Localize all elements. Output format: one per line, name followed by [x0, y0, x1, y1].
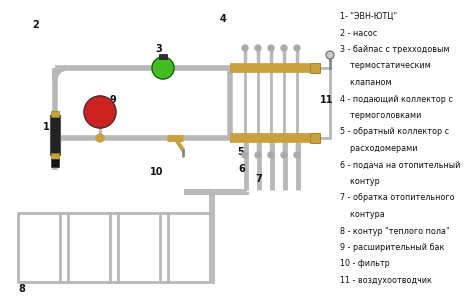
Text: 8 - контур "теплого пола": 8 - контур "теплого пола" — [340, 226, 450, 236]
Circle shape — [242, 152, 248, 158]
FancyBboxPatch shape — [310, 63, 320, 73]
Text: 9 - расширительный бак: 9 - расширительный бак — [340, 243, 444, 252]
Text: 6: 6 — [238, 164, 245, 174]
FancyBboxPatch shape — [51, 159, 59, 167]
Text: расходомерами: расходомерами — [340, 144, 418, 153]
FancyBboxPatch shape — [310, 133, 320, 143]
Text: 9: 9 — [110, 95, 117, 105]
Circle shape — [242, 45, 248, 51]
Circle shape — [96, 134, 104, 142]
Text: 11: 11 — [320, 95, 334, 105]
Text: термостатическим: термостатическим — [340, 62, 431, 70]
Text: 11 - воздухоотводчик: 11 - воздухоотводчик — [340, 276, 432, 285]
Text: 1: 1 — [43, 122, 50, 132]
FancyBboxPatch shape — [159, 54, 167, 59]
FancyBboxPatch shape — [51, 153, 59, 159]
Circle shape — [294, 152, 300, 158]
Text: 4 - подающий коллектор с: 4 - подающий коллектор с — [340, 95, 453, 104]
Text: 2: 2 — [32, 20, 39, 30]
FancyBboxPatch shape — [51, 111, 59, 117]
Text: 8: 8 — [18, 284, 25, 294]
Text: 5: 5 — [237, 147, 244, 157]
Text: 3: 3 — [155, 44, 162, 54]
Circle shape — [281, 45, 287, 51]
Text: 1- "ЭВН-ЮТЦ": 1- "ЭВН-ЮТЦ" — [340, 12, 397, 21]
Text: 10: 10 — [150, 167, 164, 177]
Circle shape — [268, 152, 274, 158]
Text: 4: 4 — [220, 14, 227, 24]
Text: 7: 7 — [255, 174, 262, 184]
Text: 7 - обратка отопительного: 7 - обратка отопительного — [340, 194, 455, 203]
Circle shape — [294, 45, 300, 51]
Text: 6 - подача на отопительный: 6 - подача на отопительный — [340, 160, 460, 169]
Text: контур: контур — [340, 177, 380, 186]
Text: 5 - обратный коллектор с: 5 - обратный коллектор с — [340, 127, 449, 137]
Text: клапаном: клапаном — [340, 78, 392, 87]
Circle shape — [84, 96, 116, 128]
FancyBboxPatch shape — [50, 115, 60, 155]
Text: 3 - байпас с трехходовым: 3 - байпас с трехходовым — [340, 45, 449, 54]
Text: термоголовками: термоголовками — [340, 111, 421, 120]
Text: 10 - фильтр: 10 - фильтр — [340, 259, 390, 268]
Circle shape — [326, 51, 334, 59]
Text: 2 - насос: 2 - насос — [340, 28, 377, 37]
Circle shape — [255, 45, 261, 51]
Circle shape — [152, 57, 174, 79]
Circle shape — [268, 45, 274, 51]
Circle shape — [255, 152, 261, 158]
Circle shape — [281, 152, 287, 158]
Text: контура: контура — [340, 210, 385, 219]
